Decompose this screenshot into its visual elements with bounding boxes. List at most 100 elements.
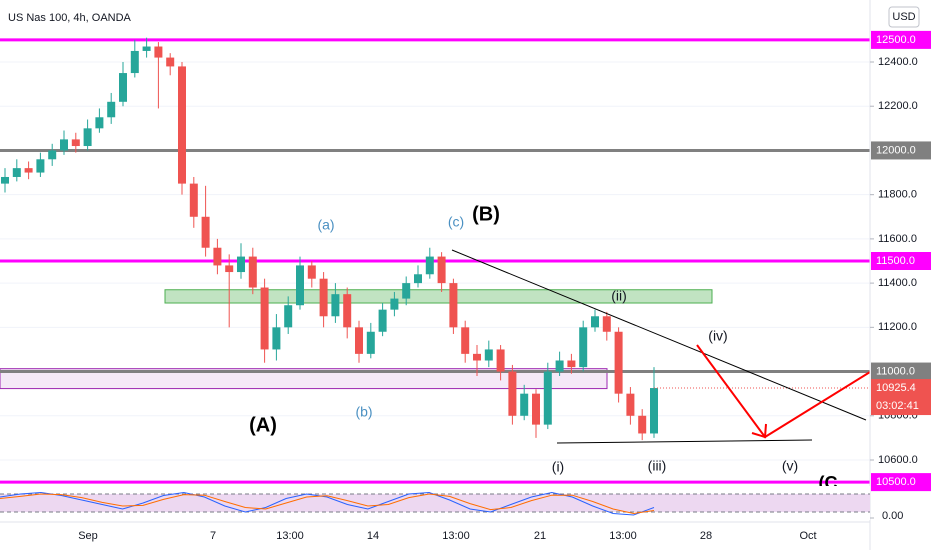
countdown-label: 03:02:41: [876, 400, 919, 412]
y-tick-label: 11800.0: [878, 189, 917, 201]
candle-body: [48, 150, 57, 160]
candle-body: [178, 66, 186, 184]
candle-body: [520, 393, 529, 416]
candle-body: [473, 353, 481, 361]
candle-body: [284, 305, 293, 328]
support-line: [556, 439, 813, 444]
wave-label: (i): [552, 459, 564, 475]
y-tick-label: 11400.0: [878, 277, 917, 289]
candle-body: [567, 360, 576, 368]
y-tick-label: 12200.0: [878, 100, 918, 112]
candle-body: [307, 265, 316, 279]
candle-body: [449, 283, 458, 328]
x-tick-label: 13:00: [609, 530, 637, 542]
candle-body: [319, 278, 328, 317]
indicator-line: [0, 491, 655, 516]
level-label: 12500.0: [876, 34, 916, 46]
wave-label: (c): [448, 214, 464, 230]
wave-label: (b): [355, 404, 372, 420]
candle-body: [154, 46, 163, 58]
candle-body: [437, 256, 446, 284]
plot-area: (a)(b)(c) (B)(A)(i)(ii)(iii)(iv)(v)(C: [0, 37, 870, 493]
y-tick-label: 11600.0: [878, 233, 917, 245]
candle-body: [638, 415, 647, 434]
candle-body: [95, 117, 104, 129]
candle-body: [12, 168, 21, 177]
y-tick-label: 11200.0: [878, 321, 917, 333]
candle-body: [484, 349, 493, 361]
wave-label: (A): [249, 414, 277, 436]
candle-body: [1, 176, 9, 184]
candle-body: [402, 283, 411, 299]
candle-body: [213, 247, 222, 266]
candle-body: [543, 371, 552, 425]
candle-body: [425, 256, 434, 275]
candle-body: [626, 393, 635, 416]
candle-body: [130, 50, 139, 74]
currency[interactable]: USD: [892, 11, 915, 23]
wave-label: (iv): [708, 328, 727, 344]
candle-body: [650, 388, 658, 434]
x-tick-label: 13:00: [276, 530, 304, 542]
wave-label: (a): [317, 217, 334, 233]
candle-body: [225, 265, 234, 273]
level-label-box: [871, 362, 931, 381]
candle-body: [272, 327, 281, 350]
level-label: 10500.0: [876, 476, 916, 488]
candle-body: [614, 331, 623, 394]
candle-body: [142, 46, 151, 51]
x-tick-label: 14: [367, 530, 379, 542]
chart-title: US Nas 100, 4h, OANDA: [8, 12, 132, 24]
candle-body: [296, 265, 304, 306]
wave-label: (iii): [648, 458, 667, 474]
level-label: 11000.0: [876, 365, 915, 377]
level-label: 12000.0: [876, 144, 916, 156]
candle-body: [60, 139, 68, 151]
x-tick-label: 28: [700, 530, 712, 542]
wave-label: (v): [782, 458, 798, 474]
level-label-box: [871, 30, 931, 49]
candle-body: [591, 316, 599, 328]
last-price-label: 10925.4: [876, 382, 916, 394]
candle-body: [366, 331, 375, 354]
candle-body: [107, 101, 116, 118]
candle-body: [496, 349, 505, 372]
indicator-tick-label: 0.00: [882, 510, 903, 522]
trend-line: [451, 249, 867, 421]
candle-body: [331, 294, 340, 317]
indicator-band: [0, 494, 870, 512]
candle-body: [414, 274, 422, 284]
level-label-box: [871, 141, 931, 160]
level-label: 11500.0: [876, 255, 915, 267]
currency-button[interactable]: [888, 6, 920, 28]
y-tick-label: 10600.0: [878, 454, 918, 466]
x-tick-label: 7: [210, 530, 216, 542]
candle-body: [461, 327, 470, 354]
wave-label: (B): [472, 203, 500, 225]
candle-body: [119, 73, 127, 102]
candle-body: [201, 216, 210, 248]
zone: [164, 289, 713, 304]
level-label-box: [871, 252, 931, 270]
candle-body: [189, 183, 198, 217]
x-tick-label: Sep: [78, 530, 98, 542]
zone: [0, 368, 608, 390]
candle-body: [24, 168, 33, 173]
candle-body: [555, 360, 564, 372]
candle-body: [237, 256, 245, 273]
candle-body: [83, 128, 92, 147]
candle-body: [260, 287, 269, 350]
x-tick-label: 21: [534, 530, 546, 542]
candle-body: [166, 57, 175, 67]
candle-body: [36, 159, 45, 173]
candle-body: [579, 327, 588, 368]
candle-body: [390, 298, 399, 310]
x-tick-label: Oct: [799, 530, 816, 542]
candle-body: [602, 316, 611, 332]
candle-body: [343, 294, 352, 328]
wave-label: (ii): [611, 288, 627, 304]
candle-body: [532, 393, 540, 425]
last-price-box: [871, 379, 931, 416]
